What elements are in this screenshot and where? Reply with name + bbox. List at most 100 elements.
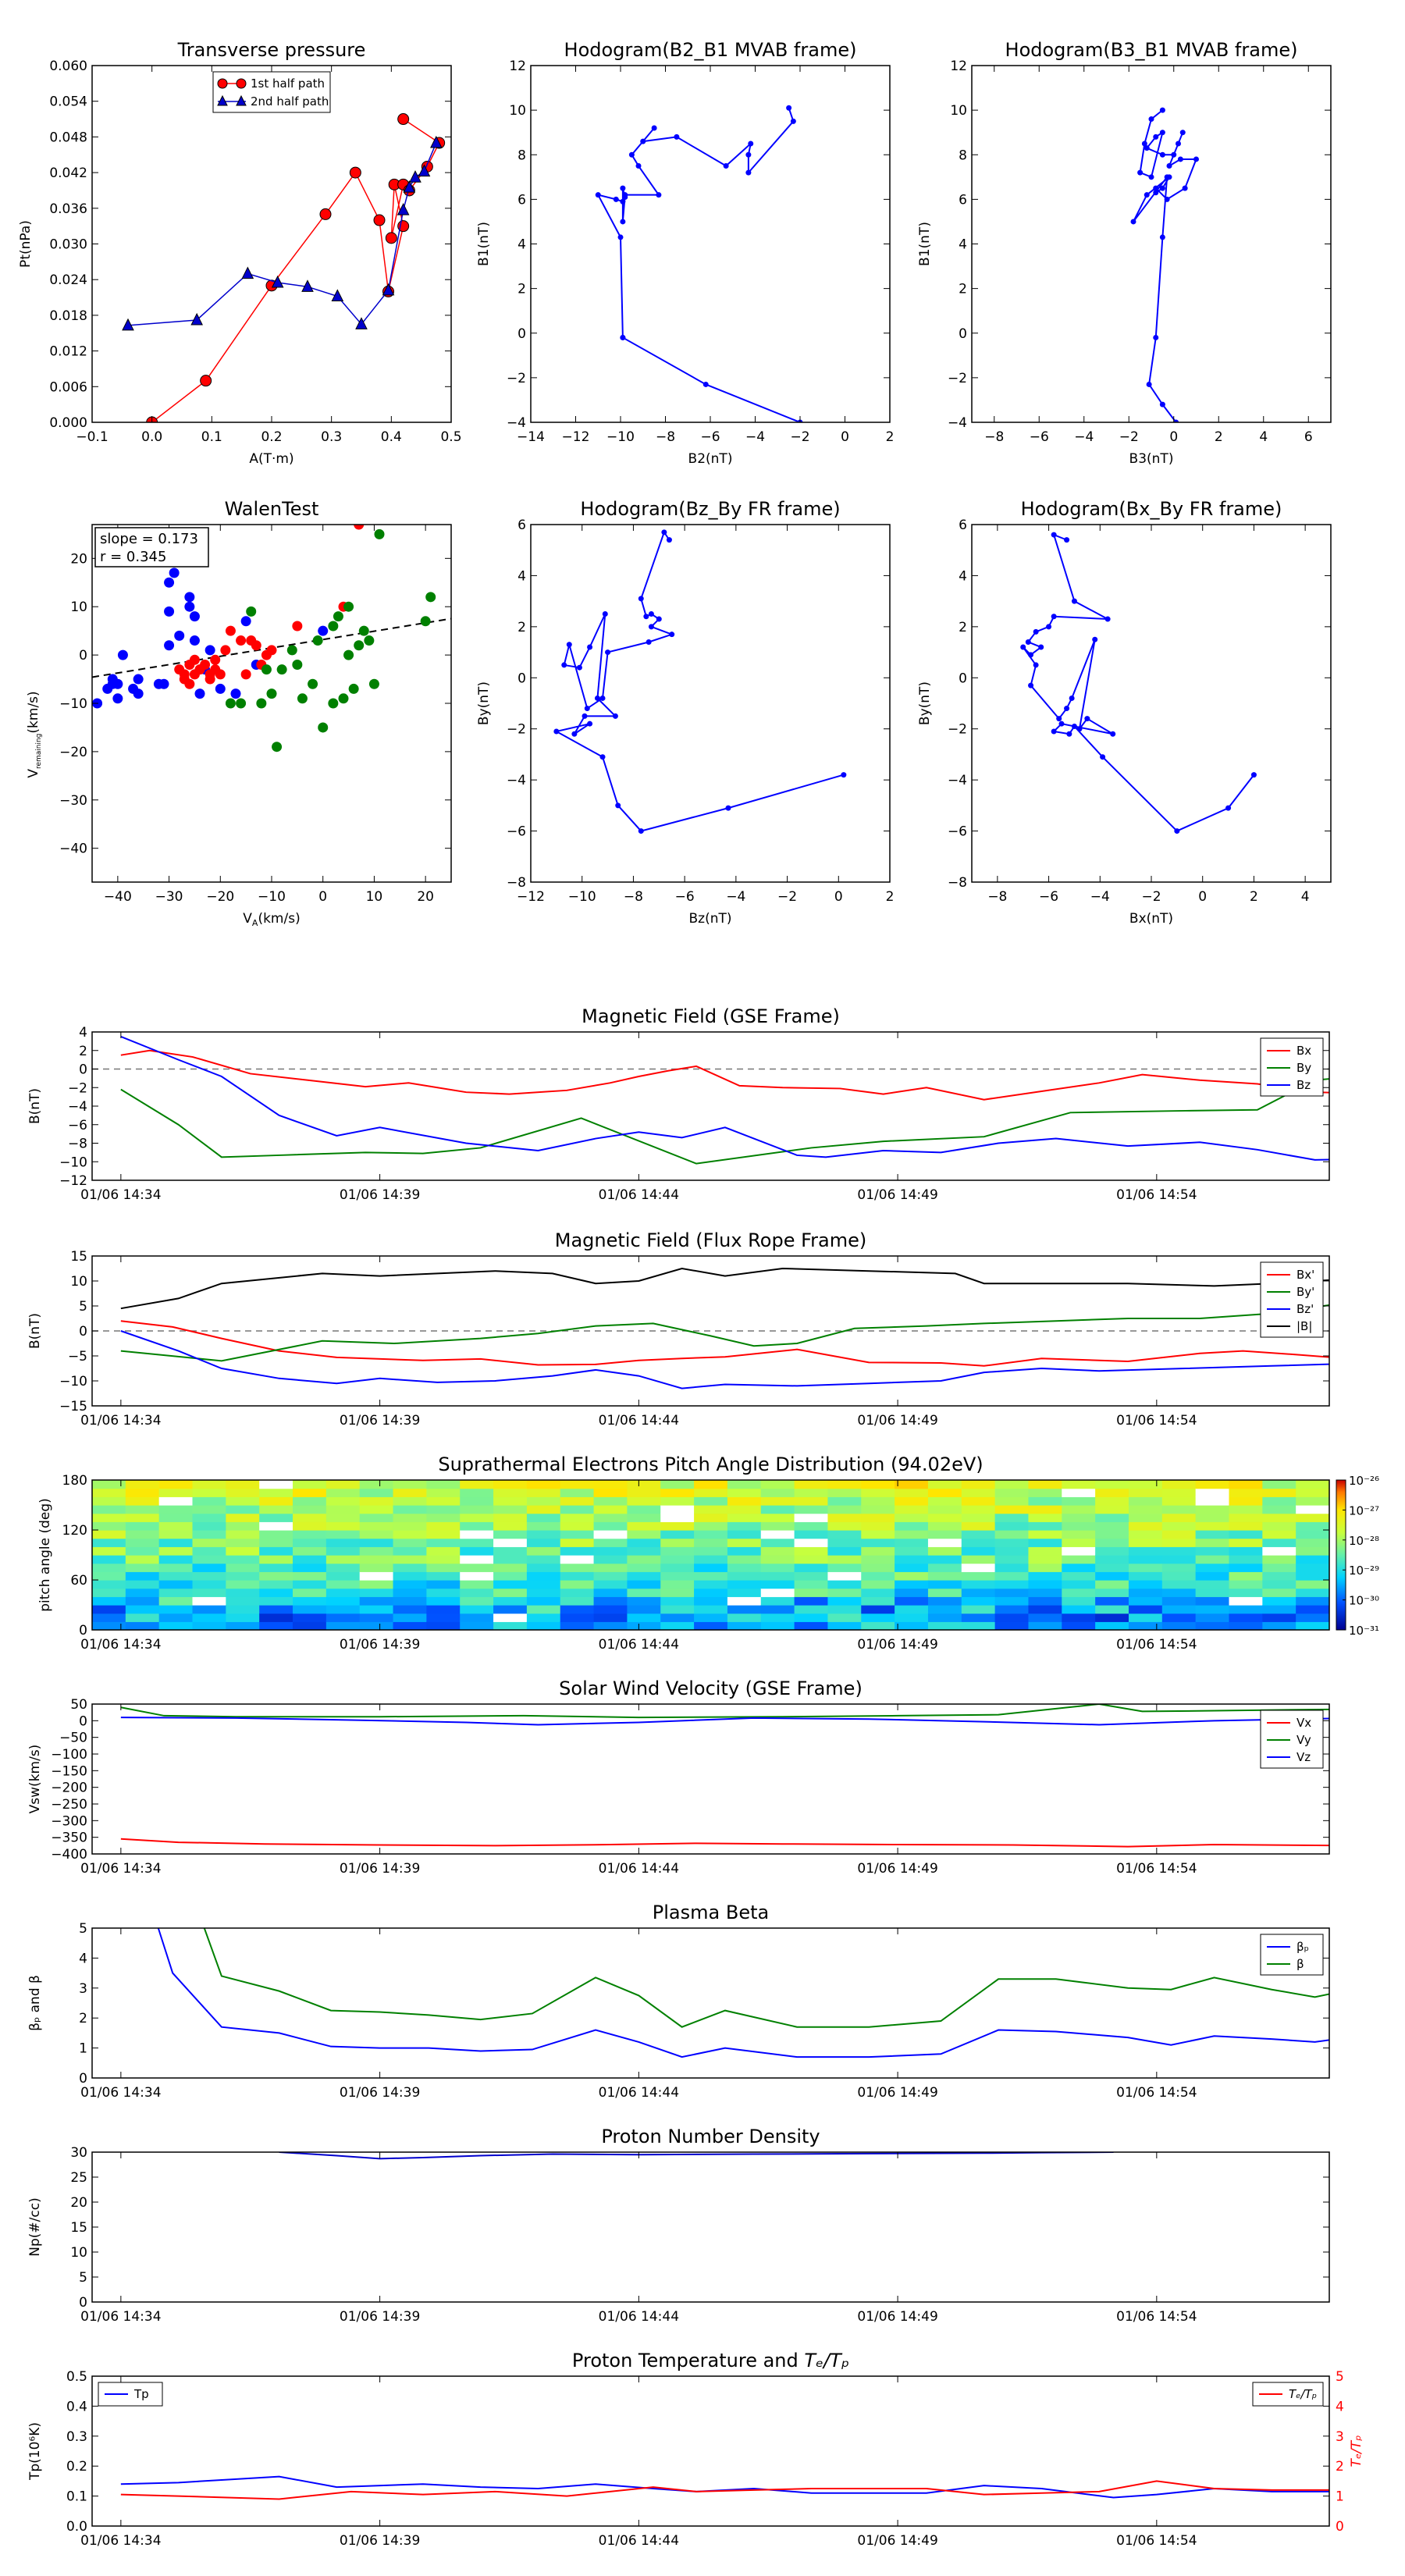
heatmap-cell: [359, 1555, 394, 1564]
hodogram-point: [1146, 381, 1152, 387]
h2-title: Hodogram(B3_B1 MVAB frame): [1005, 39, 1298, 61]
heatmap-cell: [158, 1480, 194, 1489]
ts1-title: Magnetic Field (GSE Frame): [582, 1005, 840, 1027]
heatmap-cell: [827, 1563, 862, 1572]
heatmap-cell: [92, 1480, 126, 1489]
heatmap-cell: [994, 1496, 1030, 1506]
clip-h3-plot-area: [553, 529, 847, 834]
walen-xlabel-sub: A: [252, 918, 258, 928]
hodogram-point: [841, 772, 847, 778]
h1-xtick-label: −8: [656, 429, 675, 445]
heatmap-cell: [927, 1621, 962, 1630]
heatmap-cell: [627, 1521, 661, 1531]
ts6-ytick-label: 10: [70, 2245, 87, 2261]
hodogram-point: [1144, 192, 1150, 198]
tp-xlabel: A(T·m): [249, 451, 293, 467]
tp-legend-label-1: 1st half path: [251, 76, 325, 91]
heatmap-cell: [1161, 1530, 1197, 1539]
heatmap-cell: [961, 1530, 996, 1539]
heatmap-cell: [426, 1588, 461, 1597]
heatmap-cell: [1195, 1521, 1230, 1531]
hodogram-point: [1159, 185, 1165, 191]
heatmap-cell: [1028, 1538, 1062, 1547]
heatmap-cell: [560, 1496, 595, 1506]
ts4-title: Solar Wind Velocity (GSE Frame): [559, 1678, 863, 1699]
tp-ytick-label: 0.042: [49, 165, 87, 181]
heatmap-cell: [794, 1605, 829, 1614]
heatmap-cell: [927, 1588, 962, 1597]
heatmap-cell: [125, 1546, 160, 1556]
heatmap-cell: [727, 1546, 762, 1556]
heatmap-cell: [359, 1605, 394, 1614]
heatmap-cell: [861, 1505, 895, 1514]
heatmap-cell: [125, 1530, 160, 1539]
walen-point-green: [420, 616, 431, 627]
h1-ytick-label: 8: [518, 148, 526, 163]
ts2-ytick-label: −15: [59, 1399, 87, 1414]
heatmap-cell: [627, 1496, 661, 1506]
heatmap-cell: [1161, 1505, 1197, 1514]
heatmap-cell: [158, 1521, 194, 1531]
heatmap-cell: [1195, 1546, 1230, 1556]
heatmap-cell: [1229, 1546, 1263, 1556]
heatmap-cell: [1028, 1613, 1062, 1622]
heatmap-cell: [560, 1613, 595, 1622]
ts7-frame: [91, 2375, 1330, 2527]
heatmap-cell: [994, 1505, 1030, 1514]
heatmap-cell: [359, 1613, 394, 1622]
heatmap-cell: [460, 1521, 494, 1531]
heatmap-cell: [1296, 1546, 1329, 1556]
heatmap-cell: [660, 1480, 695, 1489]
heatmap-cell: [393, 1530, 427, 1539]
heatmap-cell: [125, 1513, 160, 1522]
heatmap-cell: [694, 1488, 728, 1497]
h1-xtick-label: 0: [841, 429, 849, 445]
heatmap-cell: [125, 1505, 160, 1514]
heatmap-cell: [895, 1488, 929, 1497]
heatmap-cell: [359, 1513, 394, 1522]
ts5-ytick-label: 0: [79, 2071, 87, 2087]
first-half-point: [373, 214, 386, 226]
heatmap-cell: [794, 1555, 829, 1564]
heatmap-cell: [660, 1488, 695, 1497]
heatmap-cell: [325, 1546, 361, 1556]
heatmap-cell: [660, 1521, 695, 1531]
h1-ytick-label: 2: [518, 282, 526, 297]
heatmap-cell: [1195, 1580, 1230, 1589]
walen-point-green: [246, 606, 257, 617]
heatmap-cell: [660, 1538, 695, 1547]
hodogram-point: [1153, 133, 1159, 140]
h4-ytick-label: −8: [948, 875, 967, 891]
ts2-title: Magnetic Field (Flux Rope Frame): [555, 1229, 866, 1251]
heatmap-cell: [861, 1605, 895, 1614]
heatmap-cell: [259, 1505, 293, 1514]
hodogram-panel-h3: −12 −10 −8 −6 −4 −2 0 2 −8 −6 −4 −2 0 2 4 6 Hodogram(Bz_…: [476, 498, 894, 927]
heatmap-cell: [192, 1488, 226, 1497]
tp-legend-marker-2b: [236, 94, 247, 106]
hodogram-point: [566, 642, 572, 648]
heatmap-cell: [125, 1613, 160, 1622]
walen-point-green: [343, 601, 354, 612]
heatmap-cell: [1195, 1596, 1230, 1606]
heatmap-cell: [1128, 1605, 1163, 1614]
heatmap-cell: [426, 1530, 461, 1539]
ts4-ytick-label: 0: [79, 1713, 87, 1729]
walen-ylabel-main: V: [26, 769, 41, 778]
heatmap-cell: [1095, 1580, 1129, 1589]
hodogram-point: [1164, 196, 1170, 202]
heatmap-cell: [1296, 1538, 1329, 1547]
second-half-point: [331, 289, 344, 302]
hodogram-point: [1148, 174, 1154, 180]
heatmap-cell: [158, 1488, 194, 1497]
heatmap-cell: [92, 1538, 126, 1547]
heatmap-cell: [1161, 1488, 1197, 1497]
heatmap-cell: [827, 1530, 862, 1539]
heatmap-cell: [660, 1596, 695, 1606]
heatmap-cell: [760, 1505, 795, 1514]
heatmap-cell: [1095, 1571, 1129, 1581]
heatmap-cell: [627, 1580, 661, 1589]
ts7-series-Tₑ/Tₚ: [120, 2480, 1329, 2500]
heatmap-cell: [1128, 1480, 1163, 1489]
heatmap-cell: [526, 1488, 561, 1497]
hodogram-point: [1159, 234, 1165, 240]
